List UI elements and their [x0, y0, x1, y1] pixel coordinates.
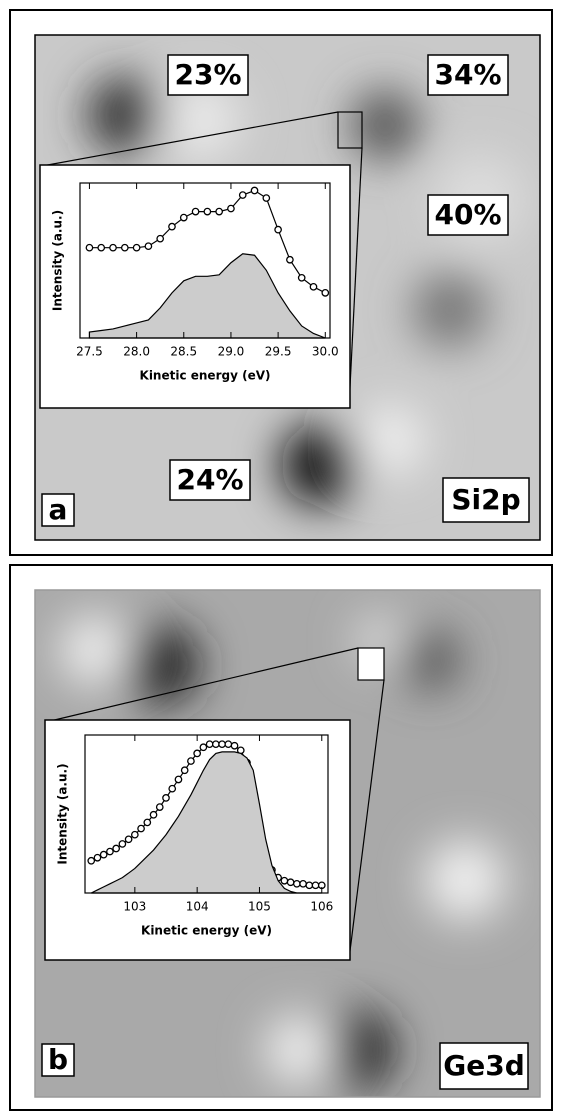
- marker: [321, 289, 330, 297]
- marker: [297, 273, 306, 282]
- zoom-indicator: [41, 111, 385, 960]
- element-label: Si2p: [451, 483, 520, 516]
- x-tick-label: 29.0: [218, 345, 245, 359]
- marker: [118, 840, 127, 848]
- marker: [187, 757, 195, 765]
- marker: [162, 794, 170, 802]
- x-tick-label: 27.5: [76, 345, 103, 359]
- element-label-box: [439, 1042, 529, 1090]
- y-axis-label: Intensity (a.u.): [56, 763, 70, 864]
- marker: [286, 255, 294, 264]
- percentage-label: 23%: [174, 58, 241, 91]
- percentage-label-box: [169, 459, 251, 501]
- y-axis-label: Intensity (a.u.): [51, 210, 65, 311]
- marker: [149, 810, 158, 819]
- element-label: Ge3d: [443, 1049, 525, 1082]
- marker: [218, 740, 226, 749]
- marker: [199, 743, 208, 752]
- marker: [211, 740, 220, 749]
- marker: [97, 243, 106, 252]
- marker: [87, 856, 96, 865]
- marker: [309, 282, 318, 291]
- panel-label: a: [49, 493, 68, 526]
- marker: [179, 213, 188, 222]
- marker: [124, 835, 133, 844]
- percentage-label-box: [427, 54, 509, 96]
- x-tick-label: 103: [123, 900, 146, 914]
- marker: [93, 853, 102, 862]
- panel-label-box: [41, 493, 75, 527]
- marker: [191, 207, 200, 216]
- element-label-box: [442, 477, 530, 523]
- percentage-label: 40%: [434, 198, 501, 231]
- x-axis-label: Kinetic energy (eV): [140, 369, 271, 383]
- x-tick-label: 29.5: [265, 345, 292, 359]
- area: [90, 751, 322, 894]
- marker: [205, 740, 214, 749]
- plot-frame: [79, 182, 331, 339]
- area: [88, 253, 326, 339]
- marker: [174, 775, 183, 784]
- marker: [144, 242, 153, 251]
- marker: [143, 818, 152, 827]
- marker: [227, 204, 235, 213]
- x-tick-label: 28.0: [123, 345, 150, 359]
- marker: [180, 766, 189, 775]
- marker: [311, 881, 320, 890]
- marker: [130, 830, 139, 839]
- marker: [168, 222, 176, 231]
- marker: [286, 878, 295, 887]
- marker: [85, 243, 94, 252]
- percentage-label: 24%: [176, 463, 243, 496]
- panel-label-box: [41, 1043, 75, 1077]
- marker: [120, 243, 129, 252]
- marker: [106, 847, 114, 856]
- marker: [99, 850, 108, 859]
- x-tick-label: 105: [248, 900, 271, 914]
- marker: [305, 881, 314, 890]
- marker: [274, 225, 282, 234]
- marker: [112, 844, 121, 853]
- marker: [224, 740, 233, 749]
- marker: [292, 879, 301, 888]
- marker: [238, 191, 247, 199]
- x-tick-label: 30.0: [312, 345, 339, 359]
- marker: [109, 243, 117, 252]
- marker: [262, 194, 271, 202]
- marker: [155, 803, 164, 811]
- marker: [250, 186, 259, 195]
- plot-frame: [84, 734, 329, 894]
- marker: [132, 243, 141, 252]
- marker: [203, 207, 212, 216]
- panel-label: b: [48, 1043, 68, 1076]
- marker: [299, 879, 307, 888]
- marker: [168, 784, 177, 793]
- image-border: [34, 589, 541, 1098]
- percentage-label-box: [167, 54, 249, 96]
- x-tick-label: 104: [186, 900, 209, 914]
- x-tick-label: 28.5: [170, 345, 197, 359]
- percentage-label-box: [427, 194, 509, 236]
- marker: [230, 741, 239, 750]
- x-axis-label: Kinetic energy (eV): [141, 924, 272, 938]
- marker: [156, 234, 165, 243]
- marker: [193, 749, 202, 758]
- x-tick-label: 106: [310, 900, 333, 914]
- marker: [280, 876, 289, 885]
- marker: [137, 824, 145, 833]
- percentage-label: 34%: [434, 58, 501, 91]
- image-border: [34, 34, 541, 541]
- marker: [215, 207, 224, 216]
